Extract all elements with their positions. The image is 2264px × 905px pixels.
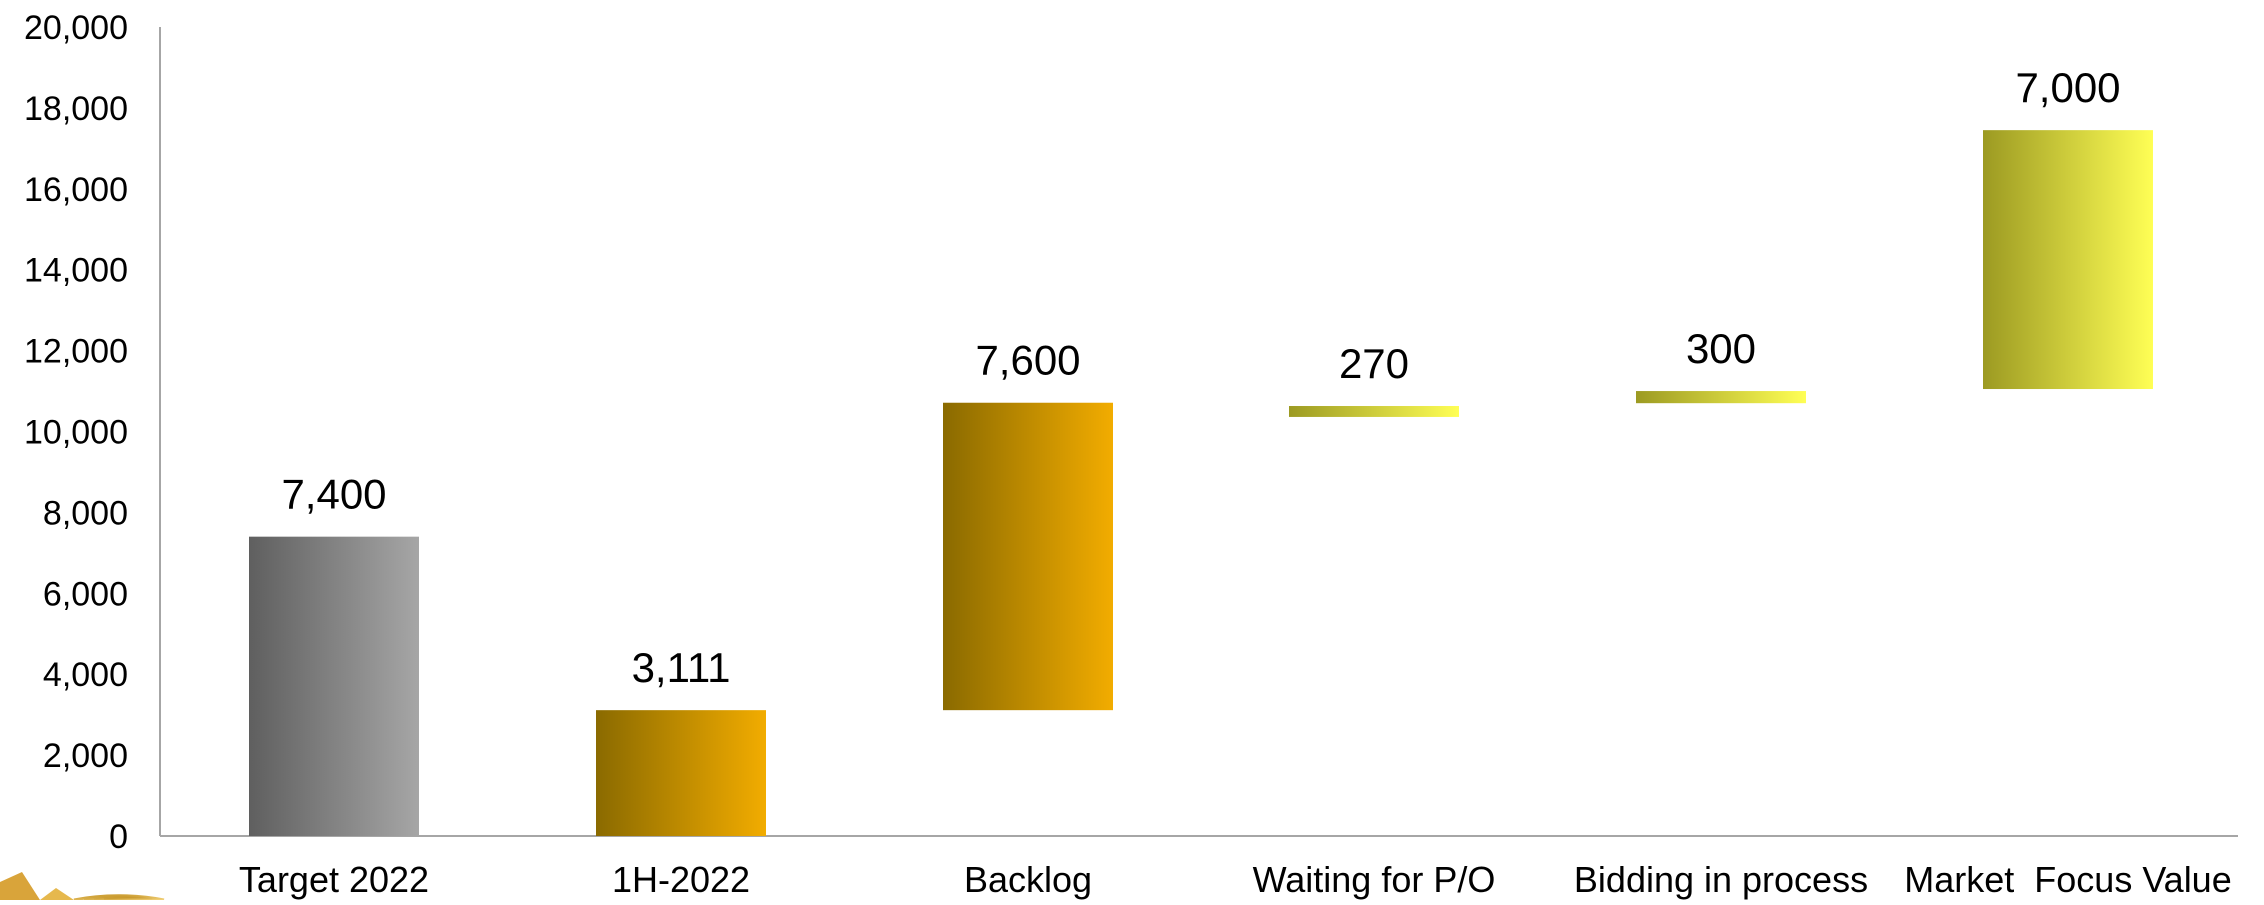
y-tick-label: 6,000 — [43, 575, 128, 613]
data-label: 3,111 — [632, 644, 731, 691]
data-label: 270 — [1339, 340, 1409, 387]
y-tick-label: 20,000 — [24, 9, 128, 47]
data-label: 7,400 — [281, 471, 386, 518]
y-tick-label: 0 — [109, 818, 128, 856]
category-label: Waiting for P/O — [1253, 859, 1496, 900]
category-label: Bidding in process — [1574, 859, 1868, 900]
data-label: 7,000 — [2015, 64, 2120, 111]
y-tick-label: 14,000 — [24, 252, 128, 290]
bar-4 — [1289, 406, 1459, 417]
bar-2 — [596, 710, 766, 836]
logo-mark — [0, 872, 165, 902]
category-label: Target 2022 — [239, 859, 429, 900]
y-tick-label: 2,000 — [43, 737, 128, 775]
category-label: Market Focus Value — [1904, 859, 2231, 900]
bars — [249, 130, 2153, 836]
y-tick-label: 10,000 — [24, 414, 128, 452]
bar-5 — [1636, 391, 1806, 404]
data-label: 300 — [1686, 325, 1756, 372]
y-tick-label: 4,000 — [43, 656, 128, 694]
y-axis: 0 2,000 4,000 6,000 8,000 10,000 12,000 14,000 1… — [24, 9, 161, 856]
data-labels: 7,400 3,111 7,600 270 300 7,000 — [281, 64, 2120, 691]
y-tick-label: 16,000 — [24, 171, 128, 209]
category-label: 1H-2022 — [612, 859, 750, 900]
bar-3 — [943, 402, 1113, 711]
data-label: 7,600 — [975, 337, 1080, 384]
bar-6 — [1983, 130, 2153, 390]
category-labels: Target 2022 1H-2022 Backlog Waiting for P/O… — [239, 859, 2232, 900]
bar-1 — [249, 536, 419, 836]
category-label: Backlog — [964, 859, 1092, 900]
y-tick-label: 8,000 — [43, 494, 128, 532]
y-tick-label: 12,000 — [24, 333, 128, 371]
y-tick-label: 18,000 — [24, 90, 128, 128]
